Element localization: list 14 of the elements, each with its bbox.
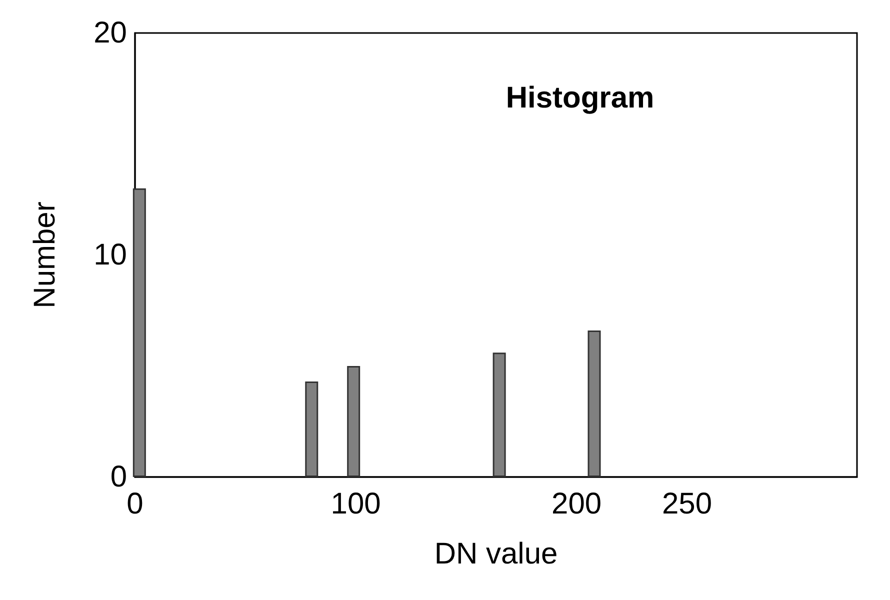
bar bbox=[588, 330, 601, 477]
bar bbox=[492, 352, 506, 477]
bar bbox=[305, 382, 318, 477]
text: Histogram bbox=[506, 82, 654, 114]
x-axis-title: DN value bbox=[434, 538, 558, 570]
bar bbox=[132, 188, 146, 477]
x-tick-label: 250 bbox=[662, 488, 712, 520]
x-tick-label: 200 bbox=[552, 488, 602, 520]
y-tick-label: 10 bbox=[94, 238, 127, 272]
y-axis-title: Number bbox=[28, 202, 62, 308]
bar bbox=[347, 366, 360, 477]
y-tick-label: 20 bbox=[94, 16, 127, 50]
y-tick-label: 0 bbox=[110, 460, 127, 494]
x-tick-label: 100 bbox=[330, 488, 381, 520]
